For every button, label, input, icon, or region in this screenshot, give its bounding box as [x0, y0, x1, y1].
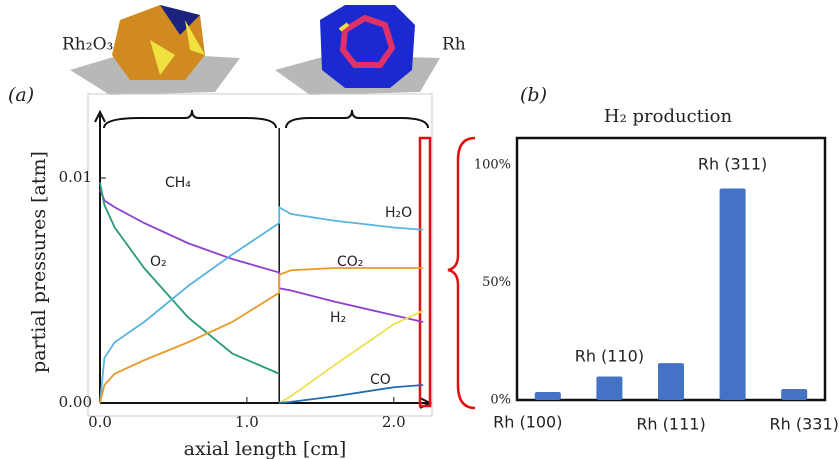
x-tick-label: 0.0: [88, 413, 112, 431]
series-label: CO₂: [337, 254, 363, 270]
category-label: Rh (110): [575, 347, 644, 366]
highlight-box: [418, 136, 432, 408]
panel-label: (b): [520, 84, 547, 106]
x-axis-label: axial length [cm]: [184, 438, 347, 459]
x-tick-label: 1.0: [235, 413, 259, 431]
y-tick-label: 0%: [490, 393, 511, 408]
bar: [781, 388, 808, 400]
category-label: Rh (100): [493, 413, 562, 432]
y-axis-label: partial pressures [atm]: [28, 151, 50, 373]
series-label: H₂: [330, 310, 346, 326]
bar: [596, 376, 623, 400]
panel-frame: [87, 93, 433, 417]
brace: [103, 109, 277, 129]
chart-title: H₂ production: [604, 106, 733, 127]
panel-label: (a): [8, 84, 34, 106]
axes: [94, 109, 433, 409]
series-label: O₂: [150, 254, 167, 270]
x-tick-label: 2.0: [382, 413, 406, 431]
series-line: [99, 188, 424, 323]
bar: [719, 188, 746, 400]
y-tick-label: 0.01: [59, 168, 92, 186]
category-label: Rh (331): [770, 415, 839, 434]
brace: [285, 109, 429, 129]
series-line: [278, 309, 424, 404]
series-line: [99, 182, 280, 375]
plot-frame: [515, 136, 827, 402]
series-line: [279, 384, 424, 404]
bar: [534, 392, 561, 400]
series-label: H₂O: [385, 205, 412, 221]
crystal-rh: [275, 5, 440, 95]
category-label: Rh (111): [636, 415, 705, 434]
crystal-rh2o3: [70, 5, 240, 95]
crystal-label: Rh₂O₃: [62, 35, 113, 55]
brace-red: [447, 136, 476, 410]
category-label: Rh (311): [698, 155, 767, 174]
series-label: CO: [370, 372, 391, 388]
series-line: [99, 267, 424, 404]
bar: [658, 363, 684, 400]
y-tick-label: 50%: [482, 275, 511, 290]
y-tick-label: 0.00: [59, 393, 92, 411]
series-line: [99, 205, 424, 404]
y-tick-label: 100%: [474, 158, 511, 173]
series-label: CH₄: [165, 175, 191, 191]
crystal-label: Rh: [442, 35, 466, 55]
